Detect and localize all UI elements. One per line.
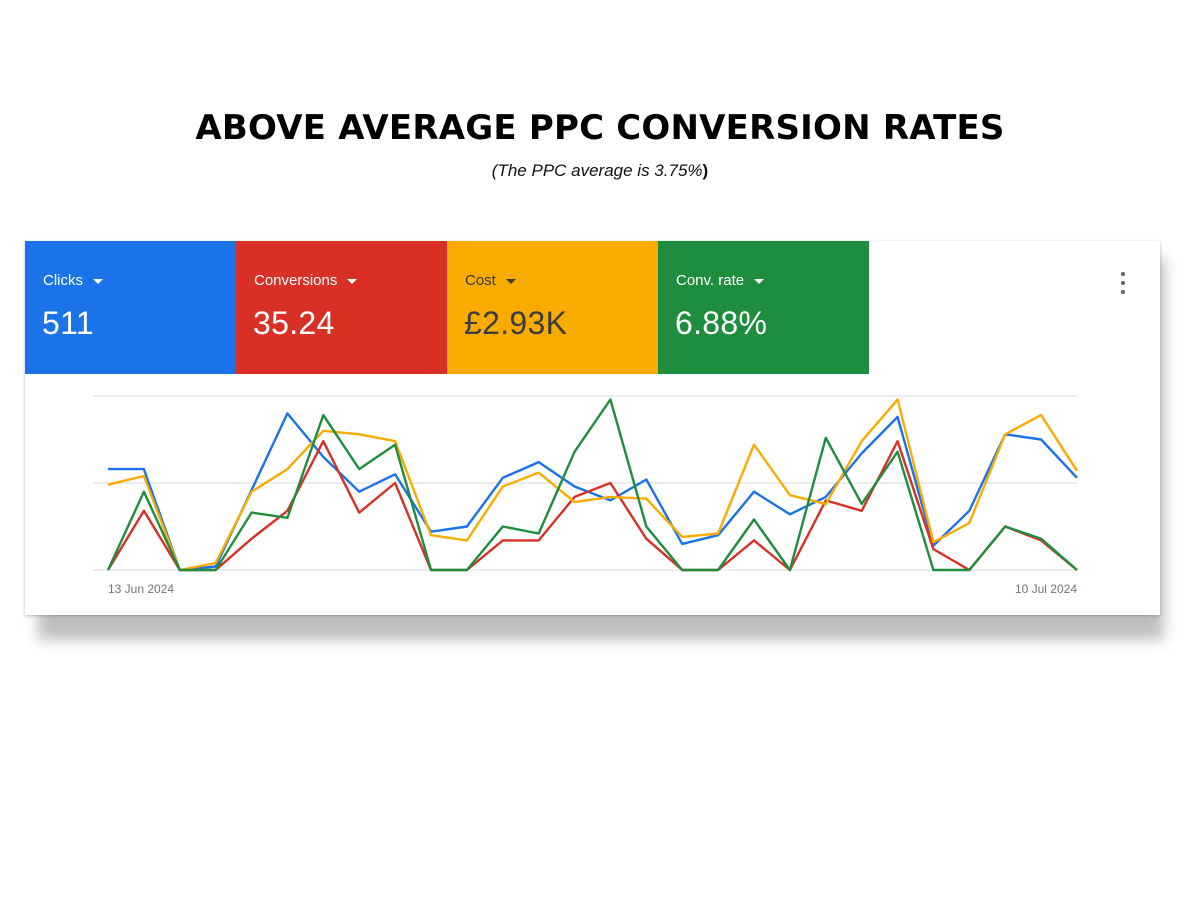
scorecard-label: Conversions	[254, 272, 358, 289]
scorecard-clicks[interactable]: Clicks 511	[25, 241, 236, 374]
scorecard-label: Clicks	[43, 272, 103, 289]
caret-down-icon[interactable]	[347, 279, 358, 284]
scorecard-conversions-label: Conversions	[254, 272, 338, 289]
scorecard-clicks-label: Clicks	[43, 272, 83, 289]
caret-down-icon[interactable]	[93, 279, 103, 284]
scorecard-cost-value: £2.93K	[464, 305, 568, 341]
scorecard-label: Cost	[465, 272, 516, 289]
caret-down-icon[interactable]	[505, 279, 516, 284]
line-chart	[93, 395, 1079, 572]
scorecard-cost[interactable]: Cost £2.93K	[447, 241, 658, 374]
scorecard-row: Clicks 511 Conversions 35.24 Cost £2.93K…	[25, 241, 869, 374]
scorecard-conversions[interactable]: Conversions 35.24	[236, 241, 447, 374]
caret-down-icon[interactable]	[754, 279, 765, 284]
x-axis-end-label: 10 Jul 2024	[1014, 582, 1077, 596]
series-line-conv-rate	[106, 398, 1078, 572]
page-title: ABOVE AVERAGE PPC CONVERSION RATES	[195, 108, 1005, 148]
scorecard-conversions-value: 35.24	[253, 305, 335, 341]
series-line-cost	[107, 398, 1079, 572]
scorecard-label: Conv. rate	[676, 272, 765, 289]
more-vert-icon[interactable]	[1118, 272, 1128, 294]
scorecard-conv-rate-value: 6.88%	[675, 305, 768, 341]
series-line-clicks	[108, 412, 1078, 572]
scorecard-clicks-value: 511	[42, 305, 94, 341]
scorecard-conv-rate-label: Conv. rate	[676, 272, 745, 289]
x-axis-start-label: 13 Jun 2024	[108, 582, 175, 596]
series-line-conversions	[106, 439, 1078, 572]
scorecard-cost-label: Cost	[465, 272, 496, 289]
scorecard-conv-rate[interactable]: Conv. rate 6.88%	[658, 241, 869, 374]
performance-card: Clicks 511 Conversions 35.24 Cost £2.93K…	[25, 241, 1160, 615]
page-subtitle: (The PPC average is 3.75%)	[0, 161, 1200, 181]
subtitle-close-paren: )	[702, 161, 709, 180]
subtitle-text: (The PPC average is 3.75%	[491, 161, 703, 180]
